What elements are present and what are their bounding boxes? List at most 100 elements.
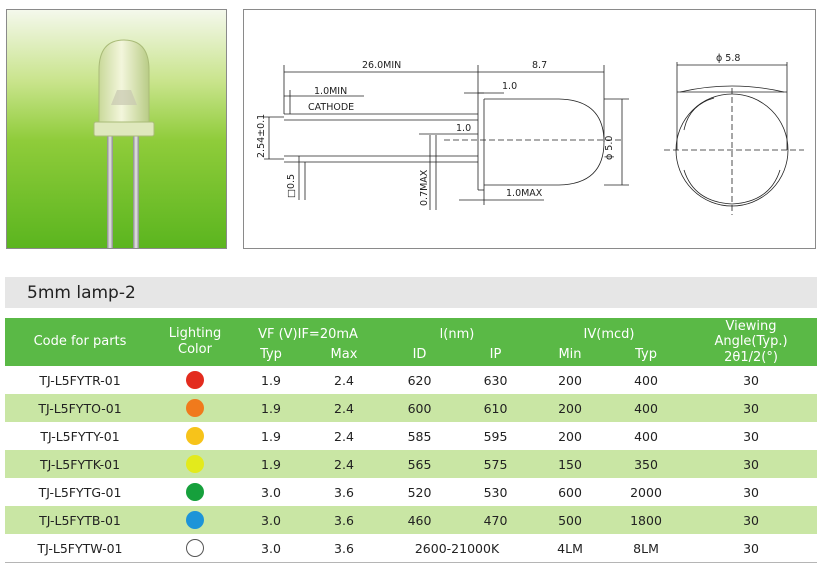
spec-table: Code for parts Lighting Color VF (V)IF=2… [5, 318, 818, 563]
color-cell [155, 450, 235, 478]
color-cell [155, 534, 235, 563]
vf-typ: 1.9 [235, 394, 307, 422]
color-cell [155, 422, 235, 450]
label-cathode: CATHODE [308, 102, 354, 113]
vf-typ: 3.0 [235, 478, 307, 506]
iv-typ: 400 [607, 394, 686, 422]
vf-max: 2.4 [307, 450, 381, 478]
color-cell [155, 506, 235, 534]
section-title: 5mm lamp-2 [27, 283, 136, 303]
part-code: TJ-L5FYTK-01 [5, 450, 155, 478]
table-row: TJ-L5FYTG-01 3.0 3.6 520 530 600 2000 30 [5, 478, 818, 506]
color-dot-orange [186, 399, 204, 417]
header-vf: VF (V)IF=20mA [235, 318, 381, 343]
dimension-drawing: 26.0MIN 8.7 1.0MIN CATHODE 1.0 1.0 2.54±… [243, 9, 816, 249]
wavelength-id: 565 [381, 450, 458, 478]
vf-max: 3.6 [307, 534, 381, 563]
iv-typ: 2000 [607, 478, 686, 506]
part-code: TJ-L5FYTW-01 [5, 534, 155, 563]
table-row: TJ-L5FYTR-01 1.9 2.4 620 630 200 400 30 [5, 366, 818, 394]
header-lighting: Lighting [168, 326, 222, 342]
table-row: TJ-L5FYTB-01 3.0 3.6 460 470 500 1800 30 [5, 506, 818, 534]
iv-min: 200 [533, 394, 608, 422]
iv-min: 200 [533, 366, 608, 394]
header-lighting-color: Lighting Color [155, 318, 235, 366]
dim-1-0-mid: 1.0 [456, 123, 471, 134]
iv-typ: 8LM [607, 534, 686, 563]
dim-1-0-min: 1.0MIN [314, 86, 347, 97]
wavelength-ip: 595 [458, 422, 534, 450]
dim-0-7-max: 0.7MAX [419, 169, 430, 206]
iv-min: 500 [533, 506, 608, 534]
vf-typ: 1.9 [235, 422, 307, 450]
header-theta: 2θ1/2(°) [724, 349, 778, 365]
header-viewing-angle: Viewing Angle(Typ.) 2θ1/2(°) [685, 318, 818, 366]
table-row: TJ-L5FYTK-01 1.9 2.4 565 575 150 350 30 [5, 450, 818, 478]
dim-2-54: 2.54±0.1 [256, 114, 267, 158]
header-viewing: Viewing [725, 318, 777, 334]
iv-typ: 350 [607, 450, 686, 478]
viewing-angle: 30 [685, 422, 818, 450]
color-dot-blue [186, 511, 204, 529]
wavelength-ip: 575 [458, 450, 534, 478]
wavelength-ip: 610 [458, 394, 534, 422]
dim-0-5-square: □0.5 [286, 174, 297, 198]
vf-max: 2.4 [307, 422, 381, 450]
iv-typ: 400 [607, 422, 686, 450]
dim-1-0-top: 1.0 [502, 81, 517, 92]
dim-8-7: 8.7 [532, 60, 547, 71]
dim-phi-5-0: ϕ 5.0 [604, 136, 615, 160]
header-lnm: l(nm) [381, 318, 534, 343]
vf-max: 3.6 [307, 506, 381, 534]
viewing-angle: 30 [685, 450, 818, 478]
color-dot-red [186, 371, 204, 389]
header-iv: IV(mcd) [533, 318, 686, 343]
vf-max: 2.4 [307, 394, 381, 422]
header-vf-max: Max [307, 343, 381, 366]
dim-1-0-max: 1.0MAX [506, 188, 543, 199]
dim-26-0-min: 26.0MIN [362, 60, 401, 71]
part-code: TJ-L5FYTR-01 [5, 366, 155, 394]
header-ip: IP [458, 343, 534, 366]
viewing-angle: 30 [685, 394, 818, 422]
iv-typ: 400 [607, 366, 686, 394]
iv-typ: 1800 [607, 506, 686, 534]
vf-typ: 1.9 [235, 450, 307, 478]
header-iv-min: Min [533, 343, 608, 366]
wavelength-ip: 630 [458, 366, 534, 394]
viewing-angle: 30 [685, 506, 818, 534]
color-dot-white [186, 539, 204, 557]
wavelength-id: 620 [381, 366, 458, 394]
header-id: ID [381, 343, 458, 366]
part-code: TJ-L5FYTG-01 [5, 478, 155, 506]
table-row: TJ-L5FYTY-01 1.9 2.4 585 595 200 400 30 [5, 422, 818, 450]
color-dot-yellow [186, 427, 204, 445]
iv-min: 600 [533, 478, 608, 506]
header-code: Code for parts [5, 318, 155, 366]
color-temperature: 2600-21000K [381, 534, 534, 563]
wavelength-ip: 470 [458, 506, 534, 534]
viewing-angle: 30 [685, 478, 818, 506]
header-iv-typ: Typ [607, 343, 686, 366]
dimension-drawing-svg: 26.0MIN 8.7 1.0MIN CATHODE 1.0 1.0 2.54±… [256, 53, 804, 215]
vf-max: 2.4 [307, 366, 381, 394]
header-vf-typ: Typ [235, 343, 307, 366]
table-subheader-row: Typ Max ID IP Min Typ [5, 343, 817, 366]
led-photo [6, 9, 227, 249]
vf-typ: 3.0 [235, 506, 307, 534]
part-code: TJ-L5FYTB-01 [5, 506, 155, 534]
wavelength-id: 600 [381, 394, 458, 422]
table-row: TJ-L5FYTW-01 3.0 3.6 2600-21000K 4LM 8LM… [5, 534, 818, 563]
part-code: TJ-L5FYTY-01 [5, 422, 155, 450]
color-cell [155, 394, 235, 422]
vf-max: 3.6 [307, 478, 381, 506]
header-angle: Angle(Typ.) [714, 334, 788, 350]
header-color: Color [178, 342, 212, 357]
wavelength-id: 460 [381, 506, 458, 534]
section-bar [5, 277, 817, 308]
color-dot-green [186, 483, 204, 501]
iv-min: 200 [533, 422, 608, 450]
color-cell [155, 478, 235, 506]
iv-min: 150 [533, 450, 608, 478]
color-cell [155, 366, 235, 394]
